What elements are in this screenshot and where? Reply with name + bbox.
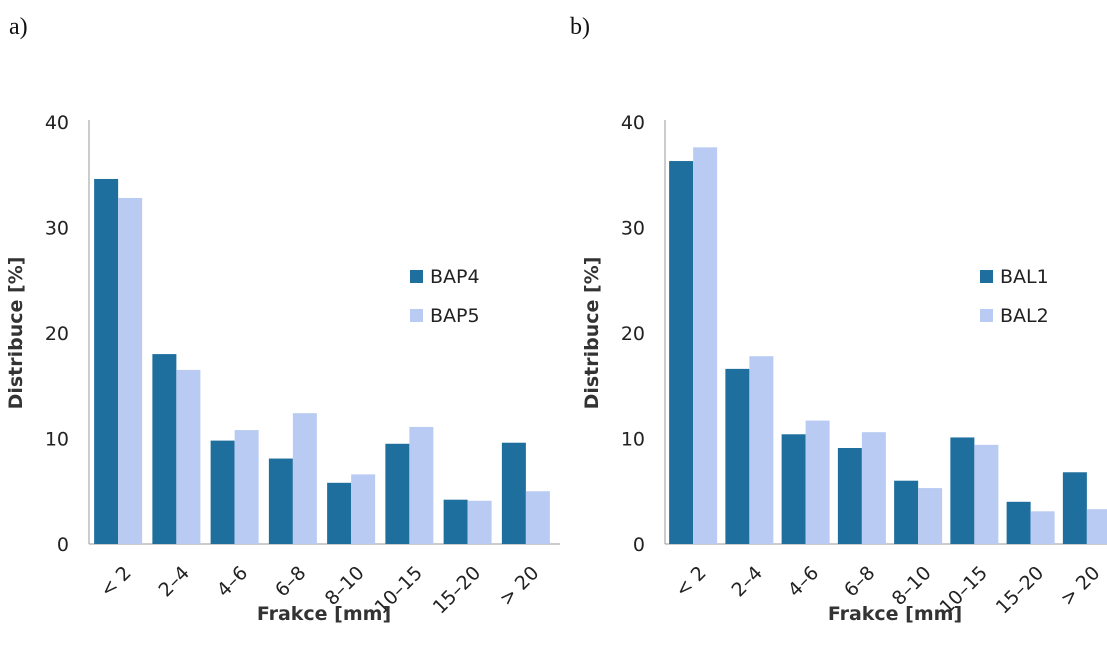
panel-label-a: a) — [9, 14, 28, 40]
bar-bap5-1 — [176, 369, 201, 544]
bar-bap4-0 — [94, 178, 119, 544]
bar-bap5-7 — [525, 491, 550, 544]
bar-bap4-1 — [152, 354, 177, 544]
bar-bap5-0 — [118, 197, 143, 544]
y-axis-title: Distribuce [%] — [581, 257, 603, 410]
bar-bal2-4 — [918, 488, 943, 544]
x-tick-label: 4–6 — [213, 562, 252, 601]
bar-bal2-6 — [1030, 511, 1055, 544]
legend-label-bap4: BAP4 — [430, 266, 480, 288]
x-tick-label: 15–20 — [429, 562, 485, 618]
legend-swatch-bap4 — [410, 270, 423, 283]
bar-bal1-7 — [1062, 472, 1087, 544]
legend-swatch-bal1 — [980, 270, 993, 283]
y-tick-label: 20 — [621, 323, 645, 345]
y-tick-label: 10 — [621, 429, 645, 451]
x-tick-label: 15–20 — [992, 562, 1048, 618]
y-tick-label: 40 — [45, 112, 69, 134]
y-axis-title: Distribuce [%] — [5, 257, 27, 410]
bar-bal1-1 — [725, 368, 750, 544]
bar-bal1-6 — [1006, 501, 1031, 544]
x-tick-label: 6–8 — [840, 562, 879, 601]
x-tick-label: > 20 — [495, 562, 543, 610]
y-tick-label: 10 — [45, 429, 69, 451]
x-tick-label: 2–4 — [155, 562, 194, 601]
bar-bal2-5 — [974, 444, 999, 544]
bar-bap4-6 — [443, 499, 468, 544]
bar-bap4-2 — [210, 440, 235, 544]
panel-label-b: b) — [570, 14, 590, 40]
y-tick-label: 20 — [45, 323, 69, 345]
x-tick-label: > 20 — [1056, 562, 1104, 610]
bar-bal1-3 — [837, 447, 862, 544]
bar-bap4-4 — [327, 482, 352, 544]
legend-label-bal1: BAL1 — [1000, 266, 1049, 288]
y-tick-label: 40 — [621, 112, 645, 134]
bar-bal2-1 — [749, 356, 774, 544]
bar-bap5-3 — [292, 413, 317, 544]
bar-bap5-4 — [351, 474, 376, 544]
bar-bal2-2 — [805, 420, 830, 544]
legend-swatch-bal2 — [980, 309, 993, 322]
y-tick-label: 30 — [621, 218, 645, 240]
legend-label-bal2: BAL2 — [1000, 305, 1049, 327]
bar-bap4-7 — [501, 442, 526, 544]
x-axis-title: Frakce [mm] — [828, 603, 962, 625]
bar-bap5-2 — [234, 430, 259, 544]
bar-bal2-3 — [861, 432, 886, 544]
x-tick-label: < 2 — [671, 562, 711, 602]
legend-label-bap5: BAP5 — [430, 305, 480, 327]
y-tick-label: 30 — [45, 218, 69, 240]
bar-bal1-2 — [781, 434, 806, 544]
x-tick-label: 2–4 — [728, 562, 767, 601]
bar-bap5-5 — [409, 426, 434, 544]
bar-bap5-6 — [467, 500, 492, 544]
bar-bal2-7 — [1086, 509, 1107, 544]
bar-bal1-0 — [669, 161, 694, 544]
bar-bal1-5 — [950, 437, 975, 544]
y-tick-label: 0 — [633, 534, 645, 556]
bar-bap4-5 — [385, 443, 410, 544]
x-tick-label: < 2 — [96, 562, 136, 602]
x-tick-label: 4–6 — [784, 562, 823, 601]
y-tick-label: 0 — [57, 534, 69, 556]
bar-bal1-4 — [894, 480, 919, 544]
legend-swatch-bap5 — [410, 309, 423, 322]
bar-bap4-3 — [268, 458, 293, 544]
bar-bal2-0 — [693, 147, 718, 544]
x-axis-title: Frakce [mm] — [257, 603, 391, 625]
x-tick-label: 6–8 — [271, 562, 310, 601]
